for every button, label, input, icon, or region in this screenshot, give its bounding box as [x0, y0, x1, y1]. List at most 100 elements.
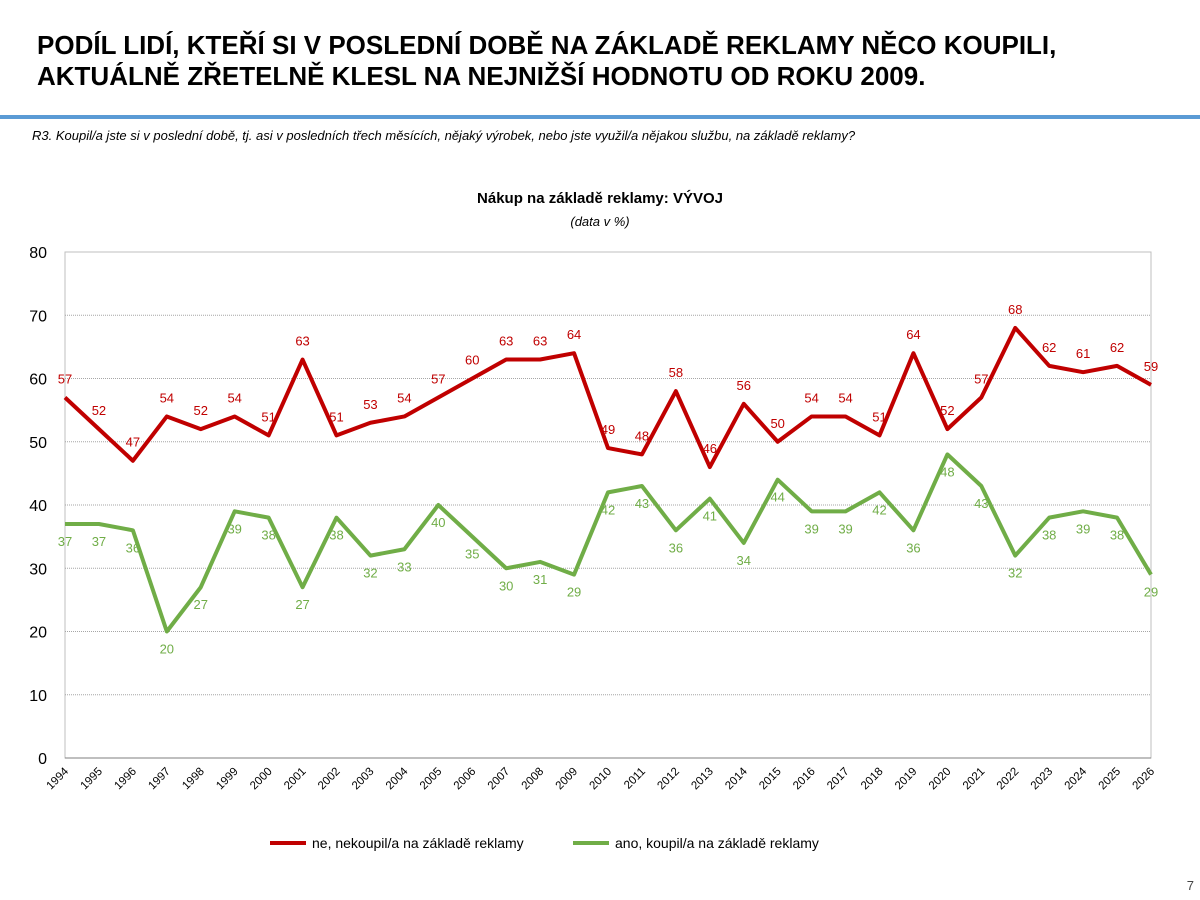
data-label: 37 — [58, 534, 72, 549]
page-title: PODÍL LIDÍ, KTEŘÍ SI V POSLEDNÍ DOBĚ NA … — [37, 30, 1056, 92]
x-tick-label: 2002 — [316, 766, 343, 793]
x-tick-label: 2011 — [622, 766, 648, 792]
x-tick-label: 1995 — [78, 766, 105, 793]
data-label: 52 — [940, 403, 954, 418]
chart-title: Nákup na základě reklamy: VÝVOJ — [477, 190, 723, 207]
data-label: 27 — [295, 597, 309, 612]
x-tick-label: 2020 — [927, 766, 954, 793]
legend-label: ne, nekoupil/a na základě reklamy — [312, 835, 524, 851]
y-tick-label: 60 — [29, 372, 47, 389]
x-tick-label: 2001 — [282, 766, 309, 793]
data-label: 35 — [465, 547, 479, 562]
y-tick-label: 80 — [29, 245, 47, 262]
data-label: 39 — [804, 521, 818, 536]
data-label: 58 — [669, 365, 683, 380]
title-line-1: PODÍL LIDÍ, KTEŘÍ SI V POSLEDNÍ DOBĚ NA … — [37, 30, 1057, 60]
data-label: 47 — [126, 435, 140, 450]
data-label: 36 — [906, 540, 920, 555]
data-label: 27 — [194, 597, 208, 612]
x-tick-label: 2016 — [791, 766, 818, 793]
data-label: 54 — [227, 390, 241, 405]
data-label: 31 — [533, 572, 547, 587]
data-label: 38 — [1110, 528, 1124, 543]
data-label: 51 — [329, 409, 343, 424]
data-label: 43 — [974, 496, 988, 511]
y-tick-label: 20 — [29, 625, 47, 642]
x-tick-label: 2008 — [520, 766, 547, 793]
data-label: 64 — [906, 327, 920, 342]
data-label: 54 — [804, 390, 818, 405]
x-tick-label: 2014 — [723, 765, 750, 792]
data-label: 38 — [261, 528, 275, 543]
data-label: 57 — [974, 371, 988, 386]
data-label: 46 — [703, 441, 717, 456]
data-label: 52 — [92, 403, 106, 418]
data-label: 59 — [1144, 359, 1158, 374]
x-tick-label: 2025 — [1097, 766, 1124, 793]
y-tick-label: 0 — [38, 751, 47, 768]
x-tick-label: 2022 — [995, 766, 1022, 793]
data-label: 44 — [770, 490, 784, 505]
data-label: 53 — [363, 397, 377, 412]
data-label: 40 — [431, 515, 445, 530]
x-tick-label: 2023 — [1029, 766, 1056, 793]
y-tick-label: 50 — [29, 435, 47, 452]
x-tick-label: 2006 — [452, 766, 479, 793]
data-label: 37 — [92, 534, 106, 549]
y-tick-label: 30 — [29, 561, 47, 578]
x-tick-label: 2013 — [689, 766, 716, 793]
data-label: 61 — [1076, 346, 1090, 361]
data-label: 63 — [499, 334, 513, 349]
title-line-2: AKTUÁLNĚ ZŘETELNĚ KLESL NA NEJNIŽŠÍ HODN… — [37, 61, 926, 91]
data-label: 54 — [160, 390, 174, 405]
data-label: 50 — [770, 416, 784, 431]
header-divider — [0, 115, 1200, 119]
x-tick-label: 2005 — [418, 766, 445, 793]
data-label: 39 — [838, 521, 852, 536]
x-tick-label: 1994 — [45, 765, 72, 792]
data-label: 42 — [872, 502, 886, 517]
data-label: 42 — [601, 502, 615, 517]
x-tick-label: 2018 — [859, 766, 886, 793]
data-label: 48 — [635, 428, 649, 443]
x-tick-label: 2000 — [248, 766, 275, 793]
data-label: 68 — [1008, 302, 1022, 317]
x-tick-label: 1999 — [214, 766, 241, 793]
data-label: 38 — [329, 528, 343, 543]
data-label: 34 — [737, 553, 751, 568]
data-label: 49 — [601, 422, 615, 437]
legend-label: ano, koupil/a na základě reklamy — [615, 835, 819, 851]
x-tick-label: 2026 — [1131, 766, 1158, 793]
data-label: 63 — [295, 334, 309, 349]
data-label: 20 — [160, 642, 174, 657]
data-label: 33 — [397, 559, 411, 574]
data-label: 36 — [126, 540, 140, 555]
y-tick-label: 70 — [29, 308, 47, 325]
data-label: 43 — [635, 496, 649, 511]
x-tick-label: 2019 — [893, 766, 920, 793]
x-tick-label: 2004 — [384, 765, 411, 792]
chart-subtitle: (data v %) — [570, 214, 630, 229]
y-tick-label: 40 — [29, 498, 47, 515]
x-tick-label: 1997 — [146, 766, 173, 793]
data-label: 57 — [431, 371, 445, 386]
x-tick-label: 2003 — [350, 766, 377, 793]
data-label: 52 — [194, 403, 208, 418]
x-tick-label: 1996 — [112, 766, 139, 793]
x-tick-label: 2012 — [655, 766, 682, 793]
data-label: 39 — [227, 521, 241, 536]
data-label: 54 — [397, 390, 411, 405]
data-label: 32 — [363, 566, 377, 581]
data-label: 38 — [1042, 528, 1056, 543]
x-tick-label: 2015 — [757, 766, 784, 793]
page-number: 7 — [1186, 878, 1194, 893]
x-tick-label: 2009 — [554, 766, 581, 793]
data-label: 64 — [567, 327, 581, 342]
x-tick-label: 2010 — [588, 766, 615, 793]
data-label: 29 — [1144, 585, 1158, 600]
data-label: 41 — [703, 509, 717, 524]
x-tick-label: 1998 — [180, 766, 207, 793]
data-label: 62 — [1042, 340, 1056, 355]
x-tick-label: 2024 — [1063, 765, 1090, 792]
